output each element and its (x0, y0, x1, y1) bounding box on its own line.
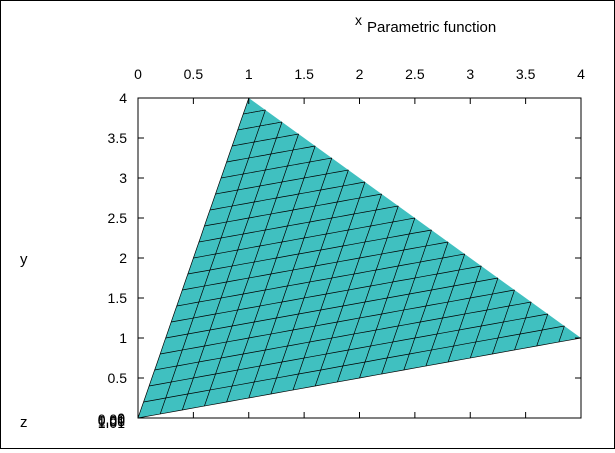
z-tick-label: 0.01 (98, 412, 125, 428)
mesh-line (248, 157, 333, 399)
x-axis: 0 0.5 1 1.5 2 2.5 3 3.5 4 (134, 66, 585, 418)
y-axis: 4 3.5 3 2.5 2 1.5 1 0.5 (108, 90, 581, 386)
chart-title: Parametric function (367, 19, 496, 36)
z-tick-label: 1.01 (98, 415, 125, 431)
x-tick-label: 3 (466, 66, 474, 82)
mesh-line (425, 253, 466, 367)
x-tick-label: 4 (577, 66, 585, 82)
mesh-line (447, 265, 482, 363)
surface-mesh (137, 97, 582, 419)
z-tick-label: 1.00 (98, 414, 125, 430)
mesh-line (215, 169, 349, 195)
mesh-line (243, 109, 266, 115)
y-tick-label: 1.5 (108, 290, 128, 306)
x-tick-label: 1 (245, 66, 253, 82)
y-tick-label: 2 (119, 250, 127, 266)
mesh-line (536, 313, 549, 347)
mesh-line (176, 253, 465, 307)
mesh-line (337, 205, 399, 383)
y-axis-label: y (20, 251, 28, 268)
mesh-line (187, 229, 432, 275)
mesh-line (193, 217, 415, 259)
mesh-line (198, 205, 399, 243)
mesh-line (165, 277, 498, 339)
mesh-line (226, 145, 316, 163)
y-tick-label: 2.5 (108, 210, 128, 226)
mesh-line (403, 241, 449, 371)
mesh-line (204, 133, 299, 407)
mesh-line (558, 325, 565, 343)
mesh-line (237, 121, 283, 131)
mesh-line (492, 289, 515, 355)
y-tick-label: 1 (119, 330, 127, 346)
mesh-line (143, 325, 565, 403)
mesh-line (209, 181, 366, 211)
mesh-line (381, 229, 432, 375)
y-tick-label: 4 (119, 90, 127, 106)
mesh-line (221, 157, 332, 179)
mesh-line (159, 109, 266, 415)
mesh-line (232, 133, 299, 147)
x-tick-label: 2 (356, 66, 364, 82)
mesh-line (292, 181, 366, 391)
x-tick-label: 3.5 (516, 66, 536, 82)
y-tick-label: 3 (119, 170, 127, 186)
x-tick-label: 0 (134, 66, 142, 82)
x-tick-label: 1.5 (294, 66, 314, 82)
x-axis-label: x (355, 12, 362, 28)
z-tick-label: 0 (117, 410, 125, 426)
y-tick-label: 0.5 (108, 370, 128, 386)
x-tick-label: 2.5 (405, 66, 425, 82)
mesh-line (154, 301, 532, 371)
z-tick-label: 0.00 (98, 411, 125, 427)
z-axis: 00.000.011.001.01 (98, 410, 125, 431)
mesh-line (359, 217, 416, 379)
mesh-line (514, 301, 532, 351)
mesh-line (204, 193, 382, 227)
y-tick-label: 3.5 (108, 130, 128, 146)
x-tick-label: 0.5 (184, 66, 204, 82)
mesh-line (469, 277, 499, 359)
z-axis-label: z (20, 414, 28, 431)
